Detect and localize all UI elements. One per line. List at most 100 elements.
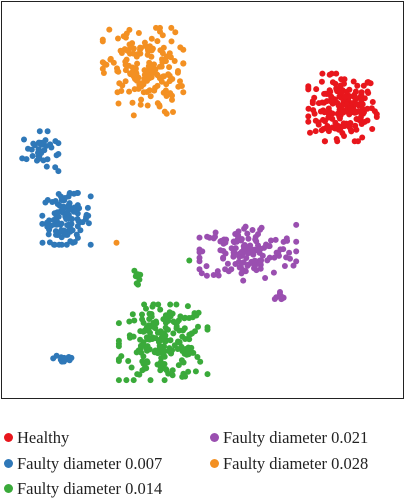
scatter-point (272, 236, 279, 243)
scatter-point (244, 262, 251, 269)
scatter-point (129, 311, 136, 318)
scatter-point (180, 359, 187, 366)
scatter-point (240, 277, 247, 284)
scatter-point (169, 310, 176, 317)
scatter-point (185, 368, 192, 375)
scatter-point (66, 357, 73, 364)
scatter-point (196, 234, 203, 241)
scatter-point (169, 96, 175, 103)
scatter-point (180, 327, 187, 334)
scatter-point (196, 258, 203, 265)
scatter-point (188, 344, 195, 351)
scatter-point (369, 99, 376, 105)
scatter-point (145, 322, 152, 329)
scatter-point (30, 140, 37, 147)
scatter-point (152, 325, 159, 332)
scatter-point (293, 238, 300, 245)
scatter-point (192, 368, 199, 375)
scatter-point (320, 126, 327, 132)
scatter-point (212, 229, 219, 236)
scatter-point (179, 348, 186, 354)
scatter-point (170, 109, 176, 115)
scatter-point (233, 238, 240, 245)
scatter-point (154, 72, 161, 79)
scatter-point (137, 336, 144, 343)
scatter-point (148, 311, 155, 317)
legend-label-faulty-0021: Faulty diameter 0.021 (223, 428, 369, 447)
scatter-point (106, 26, 113, 33)
scatter-point (210, 235, 217, 242)
scatter-point (19, 155, 26, 162)
scatter-point (49, 199, 56, 205)
scatter-point (189, 314, 196, 321)
scatter-point (173, 301, 180, 308)
scatter-point (220, 255, 227, 262)
scatter-point (351, 109, 358, 116)
legend-marker-faulty-0014 (4, 484, 13, 493)
series-faulty-diameter-0-021 (196, 221, 300, 303)
scatter-point (171, 58, 178, 64)
scatter-point (180, 46, 187, 53)
scatter-point (198, 270, 205, 277)
scatter-point (169, 367, 176, 374)
scatter-point (239, 266, 246, 273)
scatter-point (258, 224, 265, 231)
scatter-point (352, 122, 359, 129)
scatter-point (122, 67, 129, 74)
scatter-point (71, 190, 77, 197)
scatter-point (173, 323, 180, 330)
scatter-point (327, 98, 334, 105)
legend-item-faulty-0028: Faulty diameter 0.028 (210, 454, 368, 474)
legend-item-healthy: Healthy (4, 428, 69, 448)
scatter-point (222, 239, 229, 246)
scatter-point (358, 110, 365, 117)
scatter-point (159, 32, 166, 39)
scatter-point (315, 100, 322, 107)
scatter-point (210, 272, 217, 278)
plot-area (1, 1, 404, 399)
scatter-point (341, 133, 347, 139)
scatter-point (61, 358, 67, 365)
legend-marker-healthy (4, 433, 13, 442)
scatter-point (50, 355, 57, 362)
scatter-point (87, 241, 94, 248)
scatter-point (157, 359, 164, 366)
scatter-point (58, 227, 65, 234)
scatter-point (155, 338, 162, 345)
scatter-point (185, 351, 192, 358)
scatter-point (217, 247, 224, 254)
scatter-point (138, 96, 145, 103)
scatter-point (157, 47, 164, 54)
scatter-point (143, 365, 150, 372)
legend-label-faulty-0014: Faulty diameter 0.014 (17, 479, 163, 498)
scatter-point (166, 64, 173, 71)
scatter-point (352, 96, 359, 103)
scatter-point (166, 72, 173, 79)
scatter-point (153, 320, 160, 327)
scatter-point (21, 136, 27, 143)
scatter-point (44, 223, 51, 230)
scatter-point (118, 50, 125, 56)
scatter-point (255, 231, 261, 238)
scatter-point (293, 248, 300, 255)
scatter-point (215, 272, 222, 279)
scatter-point (169, 92, 175, 99)
scatter-point (177, 313, 184, 320)
scatter-point (204, 371, 211, 378)
scatter-point (178, 83, 185, 89)
scatter-point (114, 89, 121, 96)
scatter-point (338, 76, 345, 83)
scatter-point (364, 88, 371, 95)
scatter-point (340, 109, 347, 116)
scatter-point (335, 126, 342, 133)
scatter-point (114, 65, 120, 72)
scatter-point (359, 101, 366, 108)
scatter-point (65, 202, 72, 209)
scatter-point (115, 358, 122, 364)
scatter-point (250, 251, 256, 258)
scatter-point (36, 155, 42, 162)
scatter-point (352, 88, 359, 95)
scatter-point (146, 316, 153, 322)
scatter-point (58, 197, 65, 204)
scatter-point (176, 339, 183, 345)
